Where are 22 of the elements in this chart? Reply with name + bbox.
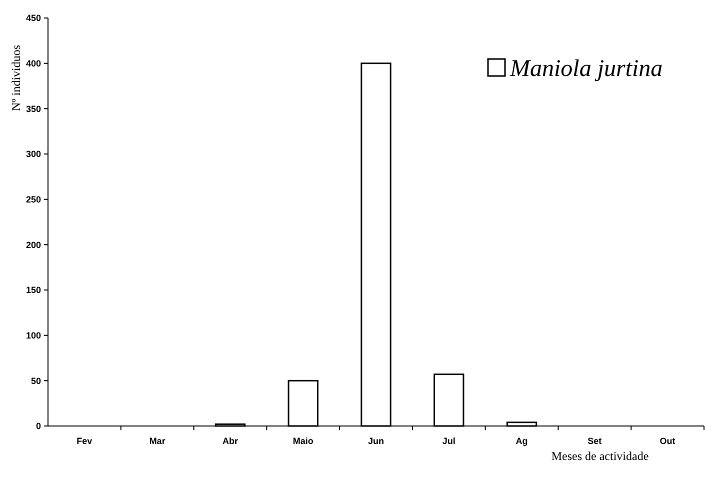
x-tick-label: Ag: [516, 436, 528, 446]
y-tick-label: 350: [26, 104, 41, 114]
x-tick-label: Mar: [149, 436, 166, 446]
y-tick-label: 200: [26, 240, 41, 250]
x-tick-label: Jul: [442, 436, 456, 446]
x-tick-label: Fev: [76, 436, 92, 446]
y-tick-label: 50: [30, 376, 41, 386]
y-tick-label: 250: [26, 194, 41, 204]
x-tick-label: Abr: [222, 436, 238, 446]
y-tick-label: 450: [26, 13, 41, 24]
y-tick-label: 150: [26, 285, 41, 296]
y-tick-label: 300: [26, 149, 41, 160]
y-tick-label: 400: [26, 58, 41, 68]
y-axis-title: Nº individuos: [9, 44, 23, 112]
x-tick-label: Set: [588, 436, 602, 446]
x-axis-title: Meses de actividade: [551, 449, 649, 463]
x-tick-label: Maio: [292, 436, 314, 446]
y-tick-label: 100: [26, 330, 41, 340]
x-tick-label: Out: [660, 436, 676, 446]
y-tick-label: 0: [36, 421, 41, 432]
legend-label: Maniola jurtina: [509, 56, 663, 82]
x-tick-label: Jun: [368, 436, 384, 446]
